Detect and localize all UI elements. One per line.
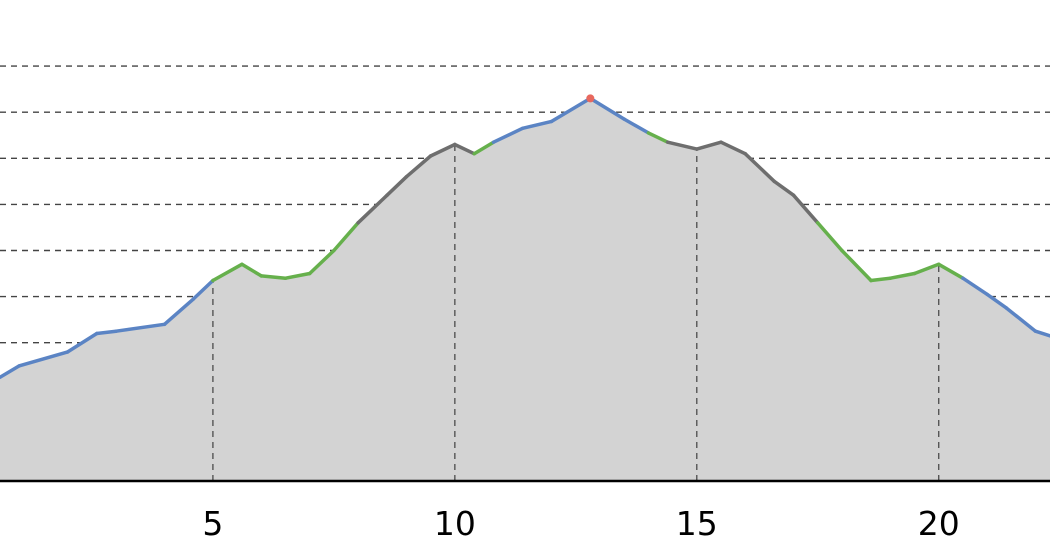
profile-segment-37 (961, 276, 989, 297)
profile-segment-3 (95, 329, 118, 336)
profile-segment-15 (404, 154, 433, 179)
profile-segment-5 (162, 297, 196, 327)
profile-segment-30 (791, 193, 820, 225)
x-tick-label-0: 5 (202, 504, 223, 543)
profile-segment-38 (985, 292, 1009, 310)
profile-segment-6 (191, 278, 215, 301)
profile-segment-21 (549, 96, 593, 124)
profile-segment-31 (815, 221, 844, 253)
x-tick-label-2: 15 (676, 504, 718, 543)
profile-segment-26 (695, 140, 723, 151)
profile-segment-28 (743, 151, 776, 184)
profile-segment-40 (1033, 329, 1050, 338)
profile-segment-17 (453, 142, 476, 156)
profile-lines (0, 94, 1050, 380)
profile-segment-27 (719, 140, 747, 156)
profile-segment-18 (472, 140, 496, 156)
profile-segment-4 (114, 322, 167, 333)
peak-point (586, 94, 595, 103)
profile-segment-1 (17, 350, 70, 368)
profile-segment-20 (520, 119, 554, 131)
profile-segment-0 (0, 364, 22, 380)
profile-segment-13 (356, 193, 389, 225)
x-tick-label-3: 20 (918, 504, 960, 543)
profile-segment-34 (888, 271, 917, 280)
profile-segment-39 (1004, 306, 1038, 333)
profile-segment-7 (211, 262, 244, 283)
area-fill (0, 98, 1050, 482)
x-tick-label-1: 10 (434, 504, 476, 543)
x-tick-labels: 5 10 15 20 (202, 504, 959, 543)
profile-segment-25 (665, 140, 699, 151)
profile-segment-36 (936, 262, 965, 280)
profile-segment-22 (588, 96, 626, 121)
profile-segment-19 (491, 126, 525, 144)
profile-segment-2 (65, 331, 99, 354)
profile-segment-10 (283, 271, 312, 280)
profile-segment-35 (912, 262, 941, 276)
profile-segment-9 (259, 274, 288, 280)
profile-segment-14 (385, 174, 409, 197)
area-polygon (0, 98, 1050, 482)
profile-segment-16 (428, 142, 457, 158)
profile-segment-11 (307, 248, 336, 276)
profile-segment-33 (869, 276, 893, 283)
profile-segment-12 (332, 221, 360, 253)
profile-segment-23 (622, 117, 651, 135)
profile-segment-29 (772, 179, 796, 197)
profile-segment-24 (646, 131, 670, 144)
profile-segment-32 (840, 248, 873, 283)
profile-segment-8 (240, 262, 264, 278)
